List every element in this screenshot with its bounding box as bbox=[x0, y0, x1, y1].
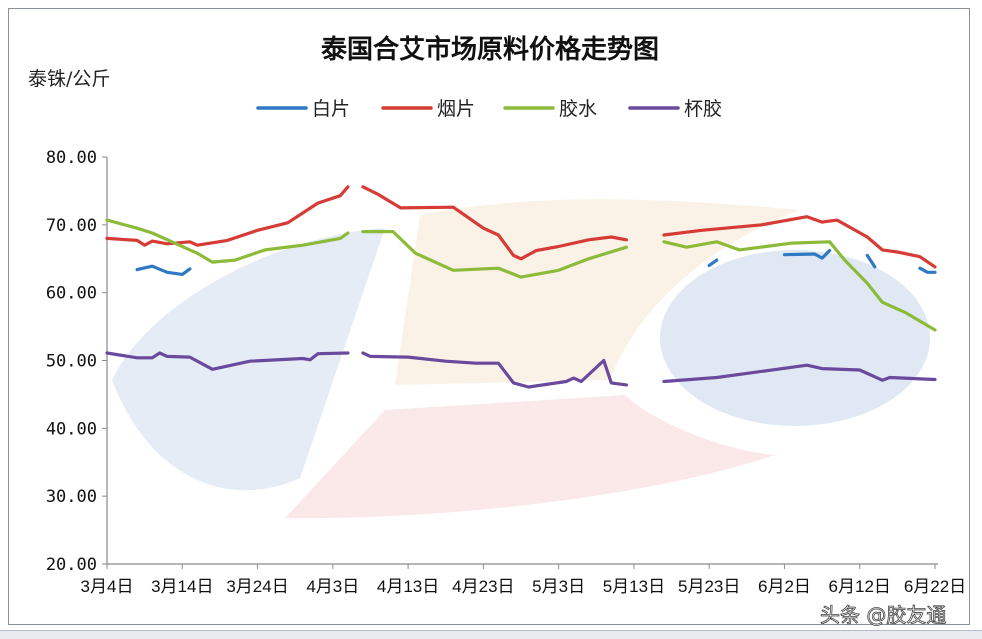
x-tick-label: 5月13日 bbox=[603, 577, 665, 596]
series-3 bbox=[105, 351, 937, 389]
series-line-segment bbox=[105, 218, 350, 264]
y-axis-label: 泰铢/公斤 bbox=[28, 68, 110, 90]
legend-label: 白片 bbox=[312, 98, 350, 120]
x-tick-label: 5月23日 bbox=[678, 577, 740, 596]
series-line-segment bbox=[105, 351, 350, 371]
series-line-segment bbox=[361, 230, 628, 279]
watermark-text: 头条 @胶友通 bbox=[820, 603, 946, 627]
series-line-segment bbox=[918, 266, 937, 274]
series-lines bbox=[105, 185, 937, 389]
x-tick-label: 6月2日 bbox=[758, 577, 811, 596]
series-line-segment bbox=[782, 249, 832, 260]
series-1 bbox=[105, 185, 937, 269]
x-tick-label: 3月24日 bbox=[226, 577, 288, 596]
series-line-segment bbox=[105, 185, 350, 247]
chart-title: 泰国合艾市场原料价格走势图 bbox=[321, 34, 659, 65]
y-tick-label: 60.00 bbox=[46, 284, 97, 304]
x-tick-label: 6月12日 bbox=[829, 577, 891, 596]
x-tick-label: 6月22日 bbox=[904, 577, 966, 596]
x-tick-label: 5月3日 bbox=[532, 577, 585, 596]
scrollbar[interactable] bbox=[0, 630, 982, 639]
series-line-segment bbox=[361, 351, 628, 389]
y-tick-label: 80.00 bbox=[46, 148, 97, 168]
series-line-segment bbox=[865, 253, 877, 269]
series-line-segment bbox=[361, 185, 628, 261]
chart-frame bbox=[8, 8, 970, 625]
x-tick-label: 4月3日 bbox=[306, 577, 359, 596]
series-line-segment bbox=[707, 258, 719, 268]
series-line-segment bbox=[662, 240, 937, 332]
legend: 白片 烟片 胶水 杯胶 bbox=[256, 98, 722, 120]
legend-label: 烟片 bbox=[437, 98, 475, 120]
y-tick-label: 30.00 bbox=[46, 487, 97, 507]
x-tick-label: 4月23日 bbox=[452, 577, 514, 596]
y-tick-label: 70.00 bbox=[46, 216, 97, 236]
legend-label: 杯胶 bbox=[684, 98, 722, 120]
series-line-segment bbox=[662, 215, 937, 269]
series-line-segment bbox=[135, 264, 192, 276]
series-2 bbox=[105, 218, 937, 332]
y-tick-label: 20.00 bbox=[46, 555, 97, 575]
x-tick-label: 3月4日 bbox=[81, 577, 134, 596]
x-tick-label: 3月14日 bbox=[151, 577, 213, 596]
legend-label: 胶水 bbox=[559, 98, 597, 120]
x-tick-label: 4月13日 bbox=[377, 577, 439, 596]
background-logo-watermark bbox=[112, 199, 930, 519]
y-tick-label: 50.00 bbox=[46, 352, 97, 372]
series-0 bbox=[135, 249, 937, 276]
y-tick-label: 40.00 bbox=[46, 419, 97, 439]
series-line-segment bbox=[662, 363, 937, 384]
axes: 20.00 30.00 40.00 50.00 60.00 70.00 80.00 3月4日 3… bbox=[46, 148, 966, 596]
